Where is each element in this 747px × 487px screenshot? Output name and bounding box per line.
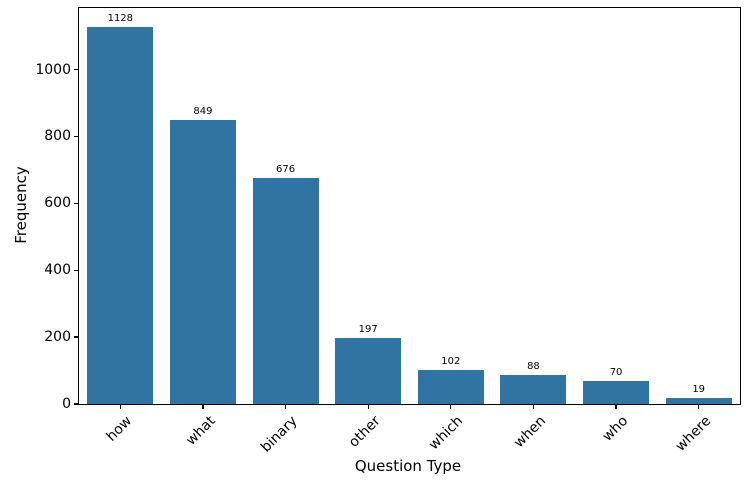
bar-value-label: 88 (527, 360, 540, 372)
bar-who (583, 380, 650, 404)
bar-how (87, 26, 154, 404)
x-axis-label: Question Type (354, 457, 462, 475)
bar-value-label: 849 (193, 106, 213, 118)
bar-what (169, 120, 236, 404)
x-tick-mark (698, 405, 700, 410)
bar-which (417, 369, 484, 404)
y-tick-mark (73, 135, 78, 138)
x-tick-mark (615, 405, 617, 410)
x-tick-mark (284, 405, 287, 410)
y-tick-label: 400 (44, 262, 71, 279)
y-tick-mark (73, 336, 78, 338)
y-tick-label: 600 (44, 195, 71, 212)
bar-where (665, 397, 732, 404)
x-tick-label: binary (258, 413, 301, 456)
bar-binary (252, 177, 319, 404)
y-tick-label: 1000 (35, 61, 71, 78)
y-tick-mark (73, 269, 78, 271)
y-tick-mark (73, 403, 78, 405)
bar-when (500, 374, 567, 404)
x-tick-label: who (599, 413, 632, 445)
bar-value-label: 197 (358, 324, 378, 336)
x-tick-mark (367, 405, 369, 410)
y-tick-label: 200 (44, 329, 71, 346)
bar-value-label: 102 (441, 355, 461, 367)
x-tick-mark (532, 405, 535, 410)
x-tick-label: where (672, 413, 715, 455)
bar-other (335, 338, 402, 404)
y-tick-mark (73, 202, 78, 204)
x-tick-label: when (510, 413, 549, 452)
plot-area: 0 200 400 600 800 1000 1128 how 849 what 676 binar… (35, 7, 741, 456)
y-axis-label: Frequency (12, 166, 30, 244)
bar-value-label: 19 (692, 383, 706, 395)
y-tick-label: 800 (44, 128, 71, 145)
bar-value-label: 676 (276, 163, 296, 175)
x-tick-mark (202, 405, 204, 410)
bar-value-label: 1128 (107, 12, 134, 24)
x-tick-label: what (182, 413, 219, 449)
x-tick-label: how (103, 413, 136, 445)
x-tick-mark (450, 405, 452, 410)
y-tick-mark (73, 68, 78, 71)
x-tick-mark (119, 405, 121, 410)
y-tick-label: 0 (62, 396, 71, 412)
bar-value-label: 70 (609, 366, 623, 378)
x-tick-label: which (425, 413, 467, 454)
x-tick-label: other (345, 413, 384, 451)
